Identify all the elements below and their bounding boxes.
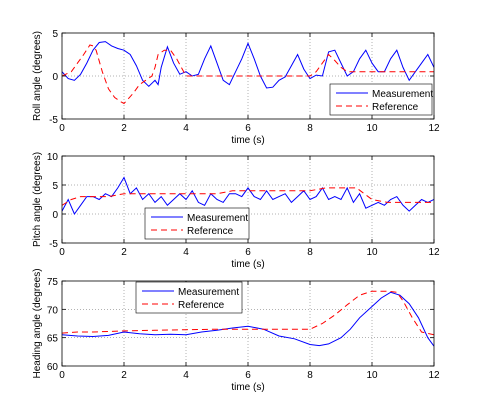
legend-box — [144, 207, 250, 240]
y-tick-label: 0 — [52, 210, 58, 221]
x-tick-label: 10 — [366, 370, 378, 381]
x-tick-label: 4 — [183, 370, 189, 381]
x-axis-label: time (s) — [231, 382, 264, 393]
legend-box — [329, 83, 433, 116]
y-tick-label: -5 — [49, 239, 58, 250]
reference-series-line — [62, 44, 434, 105]
measurement-series-line — [62, 291, 434, 347]
x-tick-label: 12 — [428, 123, 440, 134]
legend-label-measurement: Measurement — [178, 287, 239, 298]
reference-series-line — [62, 290, 434, 336]
y-tick-label: 5 — [52, 29, 58, 40]
legend-label-reference: Reference — [178, 300, 225, 311]
x-tick-label: 12 — [428, 370, 440, 381]
x-axis-label: time (s) — [231, 135, 264, 146]
x-tick-label: 4 — [183, 123, 189, 134]
x-tick-label: 8 — [307, 247, 313, 258]
x-tick-label: 10 — [366, 123, 378, 134]
y-axis-label: Heading angle (degrees) — [32, 268, 43, 378]
y-axis-label: Roll angle (degrees) — [32, 31, 43, 121]
x-tick-label: 8 — [307, 370, 313, 381]
x-tick-label: 6 — [245, 247, 251, 258]
x-tick-label: 2 — [121, 123, 127, 134]
x-tick-label: 0 — [59, 123, 65, 134]
y-tick-label: 65 — [47, 334, 59, 345]
y-tick-label: 10 — [47, 152, 59, 163]
y-tick-label: 0 — [52, 72, 58, 83]
x-tick-label: 8 — [307, 123, 313, 134]
y-tick-label: 70 — [47, 305, 59, 316]
legend-label-reference: Reference — [187, 226, 234, 237]
legend-label-measurement: Measurement — [187, 213, 248, 224]
legend-box — [135, 281, 243, 314]
x-tick-label: 6 — [245, 123, 251, 134]
y-tick-label: 60 — [47, 362, 59, 373]
x-tick-label: 2 — [121, 247, 127, 258]
y-axis-label: Pitch angle (degrees) — [32, 152, 43, 247]
y-tick-label: -5 — [49, 115, 58, 126]
x-tick-label: 2 — [121, 370, 127, 381]
legend-label-measurement: Measurement — [372, 89, 433, 100]
legend: Measurement Reference — [135, 281, 243, 314]
measurement-series-line — [62, 176, 434, 216]
legend: Measurement Reference — [144, 207, 250, 240]
x-tick-label: 4 — [183, 247, 189, 258]
measurement-series-line — [62, 41, 434, 89]
x-tick-label: 12 — [428, 247, 440, 258]
x-tick-label: 0 — [59, 247, 65, 258]
x-tick-label: 0 — [59, 370, 65, 381]
legend: Measurement Reference — [329, 83, 433, 116]
subplot-3: 0 2 4 6 8 10 12 60 65 70 75 time (s) Heading angle (… — [32, 268, 440, 393]
reference-series-line — [62, 187, 434, 206]
y-tick-label: 5 — [52, 181, 58, 192]
x-tick-label: 6 — [245, 370, 251, 381]
y-tick-label: 75 — [47, 277, 59, 288]
legend-label-reference: Reference — [372, 102, 419, 113]
x-tick-label: 10 — [366, 247, 378, 258]
x-axis-label: time (s) — [231, 259, 264, 270]
